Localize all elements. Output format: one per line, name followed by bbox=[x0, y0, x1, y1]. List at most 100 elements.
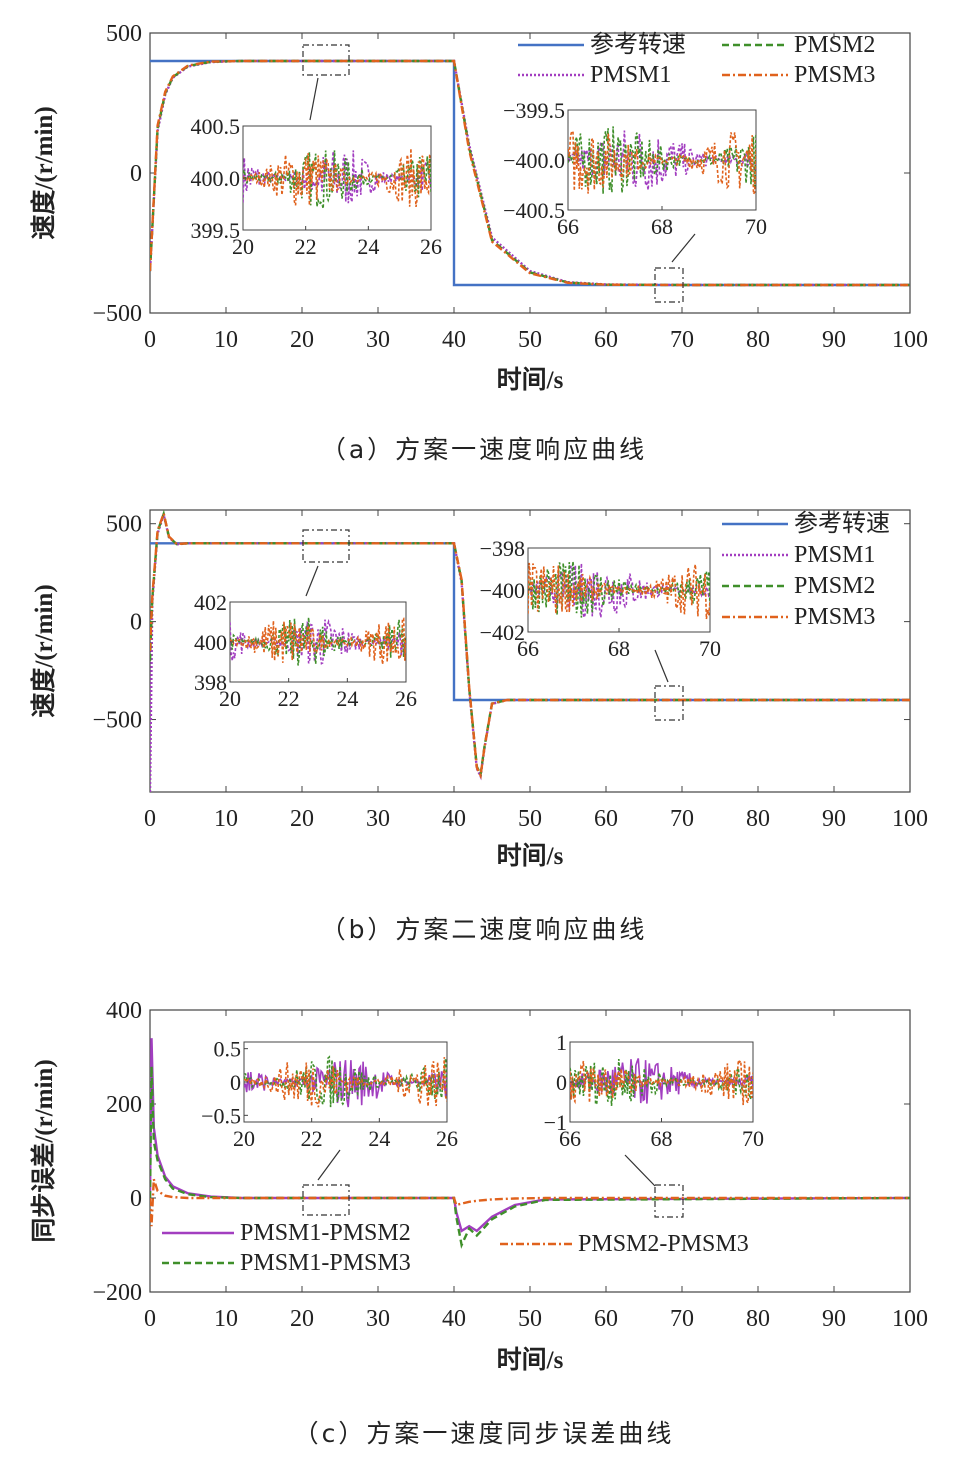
figure-caption: （c）方案一速度同步误差曲线 bbox=[294, 1419, 675, 1448]
legend-label-pmsm1-pmsm2: PMSM1-PMSM2 bbox=[240, 1220, 411, 1246]
inset-y-tick-label: 0.5 bbox=[214, 1037, 242, 1062]
zoom-leader-line-1 bbox=[309, 77, 319, 121]
x-tick-label: 60 bbox=[594, 327, 618, 353]
inset-y-tick-label: −400.0 bbox=[503, 148, 565, 173]
panel-b: 0 10 20 30 40 50 60 70 80 90 100 500 0 −500 时间/s 速度/(r/… bbox=[29, 509, 928, 944]
legend-label-pmsm1: PMSM1 bbox=[794, 542, 875, 568]
inset-x-tick-label: 24 bbox=[368, 1126, 390, 1151]
inset-series-pmsm3 bbox=[230, 617, 406, 665]
inset-x-tick-label: 26 bbox=[395, 686, 417, 711]
x-tick-label: 90 bbox=[822, 327, 846, 353]
inset-2: 66 68 70 −398 −400 −402 bbox=[480, 536, 721, 661]
x-tick-label: 30 bbox=[366, 1306, 390, 1332]
legend-label-pmsm2: PMSM2 bbox=[794, 573, 875, 599]
inset-x-tick-label: 66 bbox=[517, 636, 539, 661]
x-tick-label: 0 bbox=[144, 1306, 156, 1332]
inset-x-tick-label: 22 bbox=[295, 234, 317, 259]
series-pmsm2-pmsm3-line bbox=[150, 1178, 910, 1227]
inset-x-tick-label: 24 bbox=[357, 234, 379, 259]
inset-x-tick-label: 26 bbox=[420, 234, 442, 259]
x-tick-label: 0 bbox=[144, 806, 156, 832]
inset-1: 20 22 24 26 402 400 398 bbox=[194, 590, 417, 711]
inset-x-tick-label: 70 bbox=[745, 214, 767, 239]
zoom-leader-line-2 bbox=[671, 233, 696, 263]
x-tick-label: 80 bbox=[746, 1306, 770, 1332]
inset-y-tick-label: 0 bbox=[230, 1070, 241, 1095]
zoom-box-2 bbox=[654, 267, 684, 303]
inset-series-pmsm2 bbox=[528, 561, 710, 618]
inset-y-tick-label: −399.5 bbox=[503, 98, 565, 123]
y-tick-label: 0 bbox=[130, 161, 142, 187]
y-tick-label: 400 bbox=[106, 998, 142, 1024]
x-tick-label: 70 bbox=[670, 1306, 694, 1332]
panel-c: 0 10 20 30 40 50 60 70 80 90 1004002000−200时间/s同步误… bbox=[29, 998, 928, 1448]
inset-x-tick-label: 66 bbox=[557, 214, 579, 239]
x-tick-label: 10 bbox=[214, 806, 238, 832]
inset-series-pmsm3 bbox=[243, 148, 431, 208]
x-tick-label: 50 bbox=[518, 1306, 542, 1332]
y-tick-label: 500 bbox=[106, 21, 142, 47]
y-tick-label: 200 bbox=[106, 1092, 142, 1118]
legend-label-pmsm3: PMSM3 bbox=[794, 604, 875, 630]
inset-y-tick-label: 0 bbox=[556, 1070, 567, 1095]
inset-x-tick-label: 68 bbox=[608, 636, 630, 661]
inset-x-tick-label: 68 bbox=[651, 214, 673, 239]
inset-y-tick-label: 402 bbox=[194, 590, 227, 615]
y-axis-label: 速度/(r/min) bbox=[29, 584, 58, 717]
figure-caption: （a）方案一速度响应曲线 bbox=[321, 435, 647, 464]
inset-x-tick-label: 68 bbox=[651, 1126, 673, 1151]
x-tick-label: 0 bbox=[144, 327, 156, 353]
zoom-box-1 bbox=[302, 44, 350, 76]
x-tick-label: 70 bbox=[670, 327, 694, 353]
inset-series-pmsm1 bbox=[243, 150, 431, 204]
zoom-leader-line-1 bbox=[317, 1149, 341, 1181]
x-tick-label: 90 bbox=[822, 806, 846, 832]
x-axis-label: 时间/s bbox=[497, 842, 564, 870]
x-tick-label: 100 bbox=[892, 1306, 928, 1332]
x-axis-label: 时间/s bbox=[497, 366, 564, 394]
inset-y-tick-label: −400.5 bbox=[503, 198, 565, 223]
inset-x-tick-label: 70 bbox=[742, 1126, 764, 1151]
inset-y-tick-label: 1 bbox=[556, 1030, 567, 1055]
y-tick-label: 0 bbox=[130, 1186, 142, 1212]
x-axis-label: 时间/s bbox=[497, 1346, 564, 1374]
zoom-box-2 bbox=[654, 685, 684, 721]
legend-label-ref: 参考转速 bbox=[590, 31, 686, 58]
zoom-leader-line-1 bbox=[305, 565, 319, 597]
legend: PMSM1-PMSM2 PMSM1-PMSM3 PMSM2-PMSM3 bbox=[162, 1220, 749, 1276]
inset-2: 66 68 70 −399.5 −400.0 −400.5 bbox=[503, 98, 767, 239]
legend-label-pmsm2: PMSM2 bbox=[794, 32, 875, 58]
zoom-box-2 bbox=[654, 1184, 684, 1218]
series-pmsm3-line bbox=[150, 59, 910, 287]
inset-y-tick-label: −0.5 bbox=[201, 1103, 241, 1128]
x-tick-label: 100 bbox=[892, 806, 928, 832]
legend: 参考转速 PMSM1 PMSM2 PMSM3 bbox=[722, 510, 890, 630]
inset-2: 66 68 70 1 0 −1 bbox=[544, 1030, 764, 1151]
inset-y-tick-label: 400.0 bbox=[191, 166, 241, 191]
x-tick-label: 10 bbox=[214, 327, 238, 353]
panel-a: 0 10 20 30 40 50 60 70 80 90 1005000−500时间/s速度/(r/… bbox=[29, 21, 928, 464]
y-tick-label: −500 bbox=[92, 708, 142, 734]
zoom-leader-line-2 bbox=[624, 1154, 656, 1187]
x-tick-label: 50 bbox=[518, 327, 542, 353]
x-tick-label: 20 bbox=[290, 327, 314, 353]
x-tick-label: 80 bbox=[746, 806, 770, 832]
legend-label-pmsm3: PMSM3 bbox=[794, 62, 875, 88]
x-tick-label: 100 bbox=[892, 327, 928, 353]
x-tick-label: 40 bbox=[442, 327, 466, 353]
inset-y-tick-label: 400 bbox=[194, 630, 227, 655]
inset-x-tick-label: 20 bbox=[233, 1126, 255, 1151]
x-tick-label: 20 bbox=[290, 1306, 314, 1332]
legend-label-pmsm1: PMSM1 bbox=[590, 62, 671, 88]
legend: 参考转速 PMSM1 PMSM2 PMSM3 bbox=[518, 31, 875, 88]
x-tick-label: 10 bbox=[214, 1306, 238, 1332]
x-tick-label: 40 bbox=[442, 806, 466, 832]
inset-y-tick-label: −398 bbox=[480, 536, 525, 561]
inset-x-tick-label: 22 bbox=[301, 1126, 323, 1151]
x-tick-label: 40 bbox=[442, 1306, 466, 1332]
inset-x-tick-label: 66 bbox=[559, 1126, 581, 1151]
inset-y-tick-label: −400 bbox=[480, 578, 525, 603]
y-tick-label: −200 bbox=[92, 1280, 142, 1306]
x-tick-label: 60 bbox=[594, 1306, 618, 1332]
zoom-box-1 bbox=[302, 529, 350, 563]
